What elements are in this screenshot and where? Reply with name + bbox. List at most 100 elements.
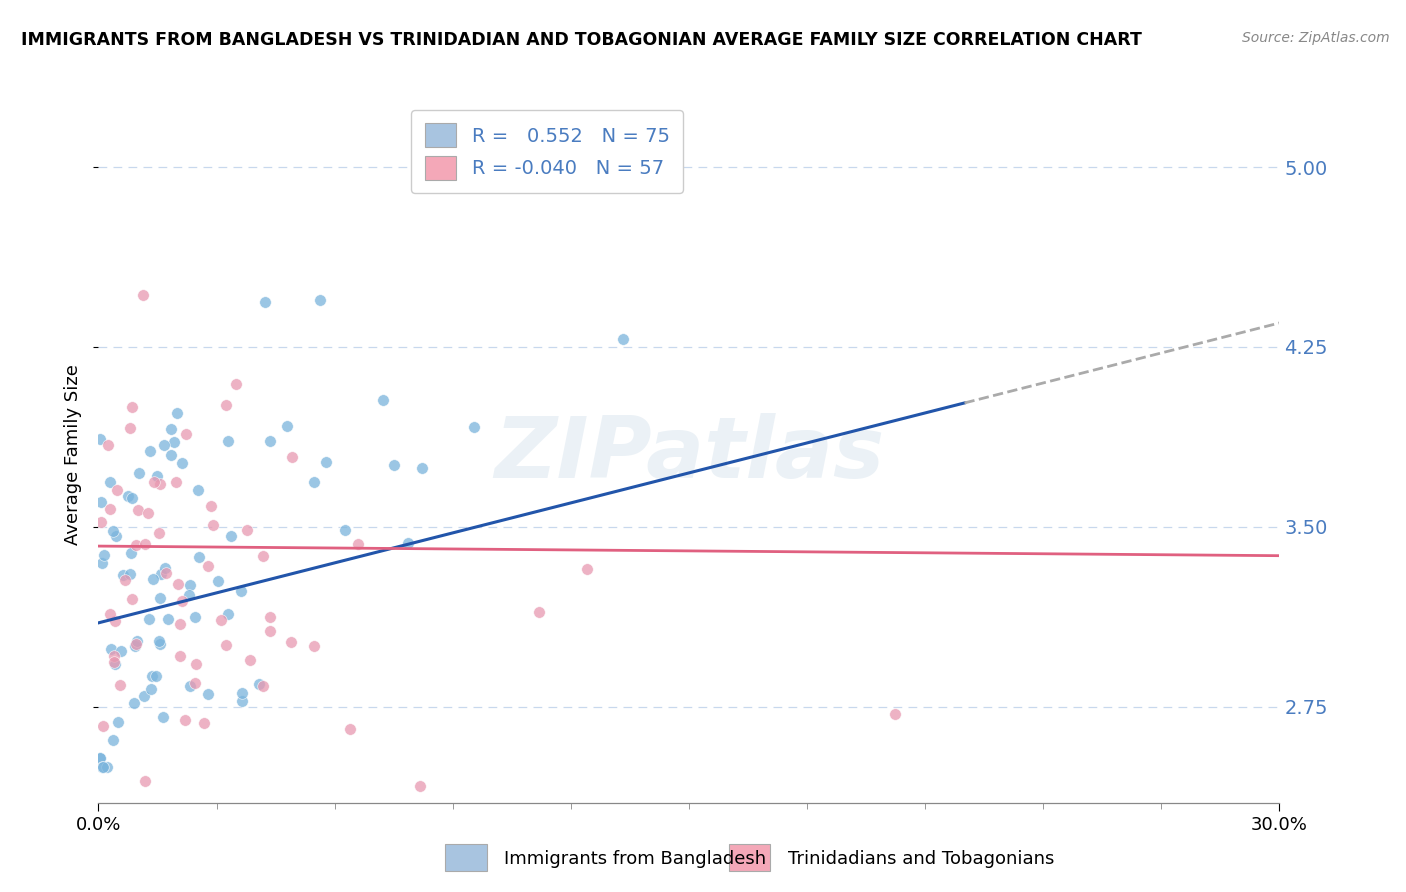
Point (128, 466, 150, 480)
FancyBboxPatch shape (728, 844, 770, 871)
Point (132, 288, 155, 302)
Point (91, 719, 114, 733)
Point (152, 709, 174, 723)
Point (162, 435, 184, 450)
Point (139, 443, 162, 458)
Point (118, 421, 141, 435)
Point (219, 529, 242, 543)
Point (302, 639, 325, 653)
Point (156, 612, 179, 626)
Point (149, 591, 172, 606)
Point (155, 561, 177, 575)
Point (100, 642, 122, 657)
Point (463, 419, 485, 434)
Point (231, 693, 253, 707)
Point (169, 649, 191, 664)
Point (276, 418, 298, 433)
Point (98, 607, 121, 621)
Point (280, 450, 302, 464)
Point (170, 456, 193, 470)
Point (89, 751, 111, 765)
Point (98, 501, 121, 516)
Point (197, 558, 219, 573)
Point (104, 528, 127, 542)
Point (187, 483, 209, 497)
Point (174, 427, 197, 442)
Point (179, 588, 201, 602)
Point (315, 455, 337, 469)
Point (105, 483, 128, 497)
Point (150, 567, 173, 582)
Point (215, 398, 238, 412)
Point (166, 475, 188, 489)
Point (153, 438, 176, 452)
Point (121, 591, 143, 606)
Point (124, 638, 146, 652)
Point (339, 722, 361, 736)
Point (104, 657, 127, 671)
Point (120, 566, 142, 581)
Point (127, 503, 149, 517)
Point (231, 686, 253, 700)
Point (201, 517, 224, 532)
Point (145, 669, 167, 683)
Point (188, 549, 211, 564)
Point (101, 732, 124, 747)
Point (200, 499, 222, 513)
Point (121, 400, 143, 414)
Point (160, 448, 183, 462)
Point (124, 639, 146, 653)
Point (90, 516, 112, 530)
Point (98, 475, 121, 490)
Y-axis label: Average Family Size: Average Family Size (65, 365, 83, 545)
Point (120, 546, 142, 560)
Text: Source: ZipAtlas.com: Source: ZipAtlas.com (1241, 31, 1389, 45)
Point (254, 295, 277, 310)
Point (309, 293, 332, 308)
Point (239, 653, 262, 667)
Point (225, 377, 247, 392)
Point (335, 523, 357, 537)
Point (90, 557, 112, 571)
Point (160, 422, 183, 436)
Point (252, 679, 274, 693)
Point (149, 637, 172, 651)
Point (103, 649, 125, 664)
Point (103, 655, 125, 669)
Point (121, 491, 143, 506)
Point (90, 495, 112, 509)
Point (169, 617, 191, 632)
Point (101, 524, 124, 539)
Point (110, 644, 132, 658)
Point (155, 566, 177, 580)
Point (136, 506, 159, 520)
Point (125, 538, 148, 552)
Point (170, 594, 193, 608)
Point (527, 606, 550, 620)
Point (382, 458, 405, 473)
Point (97, 438, 120, 452)
Point (127, 633, 149, 648)
Point (209, 613, 232, 627)
Point (91, 760, 114, 774)
Point (141, 668, 163, 682)
Point (89, 751, 111, 765)
Point (411, 461, 433, 475)
Text: IMMIGRANTS FROM BANGLADESH VS TRINIDADIAN AND TOBAGONIAN AVERAGE FAMILY SIZE COR: IMMIGRANTS FROM BANGLADESH VS TRINIDADIA… (21, 31, 1142, 49)
Point (122, 696, 145, 710)
Point (138, 612, 160, 626)
Point (134, 773, 156, 788)
Point (259, 434, 281, 448)
Point (575, 562, 598, 576)
Point (612, 332, 634, 346)
Point (107, 714, 129, 729)
Point (166, 406, 188, 420)
Point (197, 687, 219, 701)
Point (91, 760, 114, 774)
Point (217, 607, 239, 621)
Point (149, 477, 172, 491)
Point (371, 392, 394, 407)
Point (89, 432, 111, 446)
Legend: R =   0.552   N = 75, R = -0.040   N = 57: R = 0.552 N = 75, R = -0.040 N = 57 (412, 110, 683, 194)
Point (148, 634, 170, 648)
